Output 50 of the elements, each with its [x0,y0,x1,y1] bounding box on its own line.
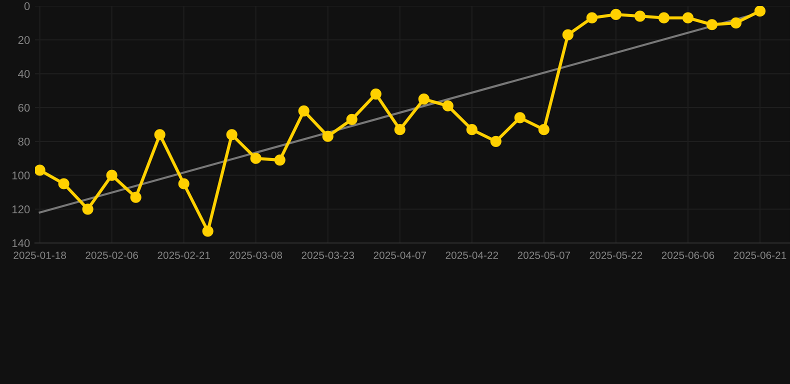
point [730,17,742,28]
point [754,6,766,17]
point [130,192,142,203]
point [346,114,358,125]
point [418,94,430,105]
point [634,10,646,22]
y-tick-label: 100 [12,172,30,180]
point [706,19,718,30]
point [106,170,118,181]
point [562,29,574,40]
x-tick-label: 2025-02-06 [86,252,138,259]
point [586,12,598,24]
x-tick-label: 2025-06-06 [662,252,714,259]
point [466,124,478,136]
point [538,124,550,136]
x-tick-label: 2025-02-21 [158,252,210,259]
point [514,112,526,124]
point [274,154,286,166]
point [658,12,670,24]
point [82,204,94,215]
x-tick-label: 2025-04-07 [374,252,426,259]
x-tick-label: 2025-01-18 [14,252,66,259]
x-tick-label: 2025-06-21 [734,252,786,259]
point [370,88,382,100]
y-tick-label: 80 [18,138,30,146]
x-tick-label: 2025-04-22 [446,252,498,259]
y-tick-label: 0 [24,2,30,10]
x-tick-label: 2025-05-22 [590,252,642,259]
y-tick-label: 40 [18,70,30,78]
point [35,164,46,176]
point [442,100,454,112]
point [154,129,166,140]
y-tick-label: 120 [12,205,30,214]
point [298,105,310,117]
point [682,12,694,24]
x-tick-label: 2025-05-07 [518,252,570,259]
point [226,129,238,140]
x-tick-label: 2025-03-23 [302,252,354,259]
point [250,152,262,164]
point [610,8,622,20]
point [490,136,502,147]
point [394,124,406,136]
x-tick-label: 2025-03-08 [230,252,282,259]
point [322,130,334,142]
point [178,178,190,190]
y-tick-label: 140 [12,239,30,248]
point [202,226,214,237]
y-tick-label: 60 [18,104,30,112]
point [58,178,70,190]
y-tick-label: 20 [18,36,30,44]
